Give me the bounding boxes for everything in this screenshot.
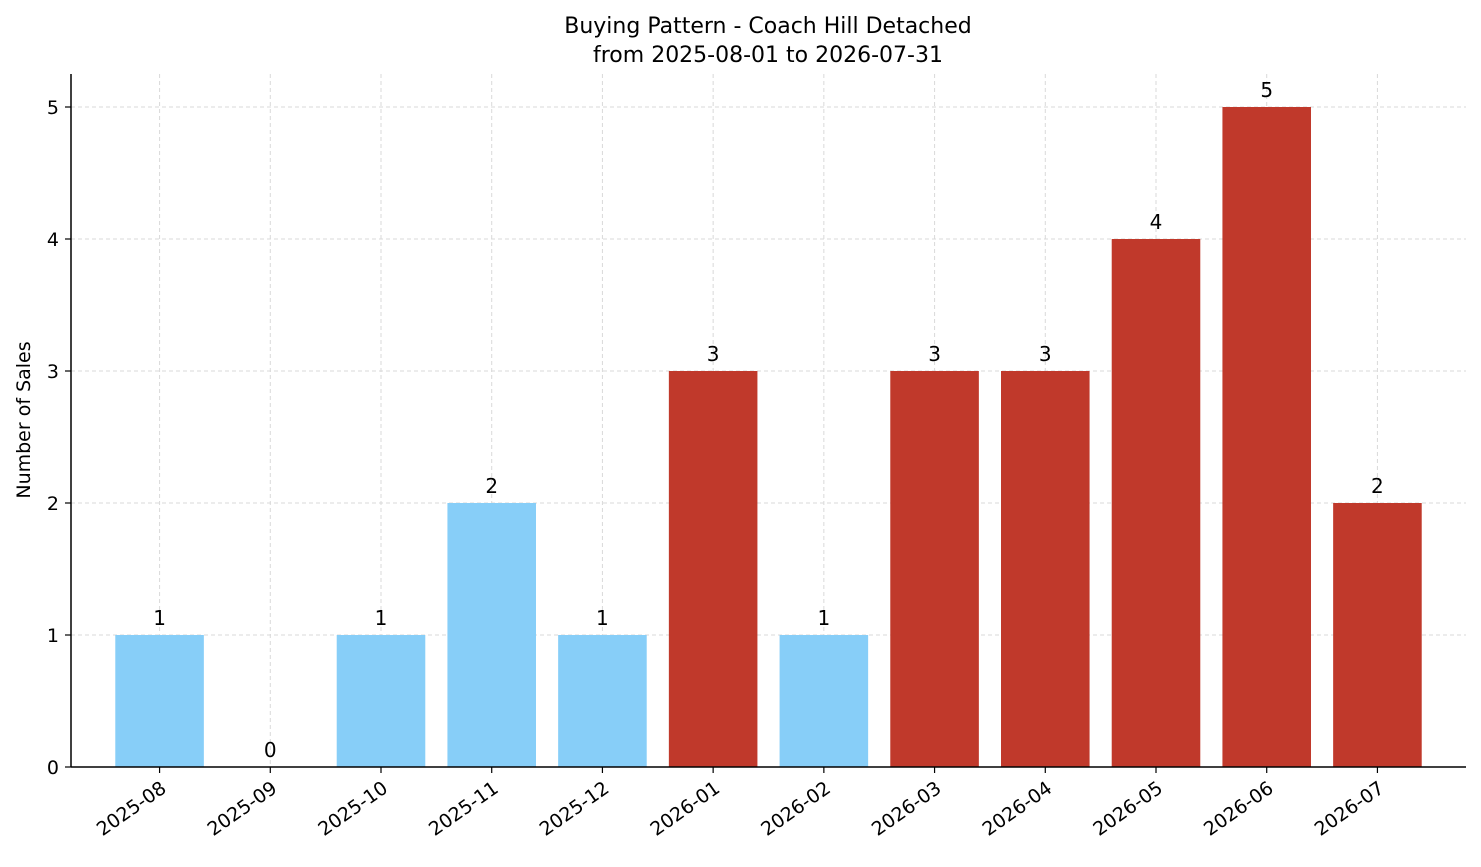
x-tick-label: 2026-04	[979, 777, 1057, 841]
bar-value-label: 1	[375, 606, 388, 630]
y-tick-label: 2	[47, 493, 59, 515]
chart-title: Buying Pattern - Coach Hill Detached	[564, 14, 971, 39]
bar-value-labels: 1 0 1 2 1 3 1 3 3 4 5 2	[153, 78, 1384, 762]
bar-value-label: 1	[153, 606, 166, 630]
x-tick-label: 2025-10	[314, 777, 392, 841]
y-tick-label: 5	[47, 97, 59, 119]
bar-2026-02	[779, 635, 869, 767]
bar-value-label: 5	[1260, 78, 1273, 102]
chart-subtitle: from 2025-08-01 to 2026-07-31	[593, 43, 943, 68]
bars	[115, 107, 1422, 767]
bar-2026-03	[890, 371, 979, 767]
x-tick-label: 2025-09	[204, 777, 282, 841]
x-tick-label: 2026-03	[868, 777, 946, 841]
bar-value-label: 3	[707, 342, 720, 366]
bar-2026-04	[1001, 371, 1090, 767]
bar-value-label: 3	[1039, 342, 1052, 366]
bar-value-label: 0	[264, 738, 277, 762]
bar-2026-05	[1111, 239, 1201, 767]
bar-value-label: 4	[1150, 210, 1163, 234]
x-tick-label: 2026-07	[1311, 777, 1389, 841]
x-tick-label: 2026-06	[1200, 777, 1278, 841]
x-tick-label: 2026-05	[1089, 777, 1167, 841]
bar-value-label: 3	[928, 342, 941, 366]
y-tick-label: 1	[47, 625, 59, 647]
y-tick-label: 0	[47, 757, 59, 779]
bar-2025-10	[336, 635, 426, 767]
bar-value-label: 2	[1371, 474, 1384, 498]
x-tick-label: 2026-02	[757, 777, 835, 841]
bar-value-label: 2	[485, 474, 498, 498]
x-tick-label: 2025-08	[93, 777, 171, 841]
bar-2026-07	[1333, 503, 1422, 767]
bar-2025-12	[558, 635, 647, 767]
bar-2026-06	[1222, 107, 1311, 767]
x-tick-label: 2025-11	[425, 777, 503, 841]
bar-value-label: 1	[817, 606, 830, 630]
bar-value-label: 1	[596, 606, 609, 630]
x-tick-label: 2026-01	[646, 777, 724, 841]
y-axis-label: Number of Sales	[13, 341, 35, 498]
bar-2025-11	[447, 503, 536, 767]
y-tick-label: 3	[47, 361, 59, 383]
bar-2026-01	[668, 371, 758, 767]
bar-2025-08	[115, 635, 204, 767]
y-tick-label: 4	[47, 229, 59, 251]
x-tick-label: 2025-12	[536, 777, 614, 841]
